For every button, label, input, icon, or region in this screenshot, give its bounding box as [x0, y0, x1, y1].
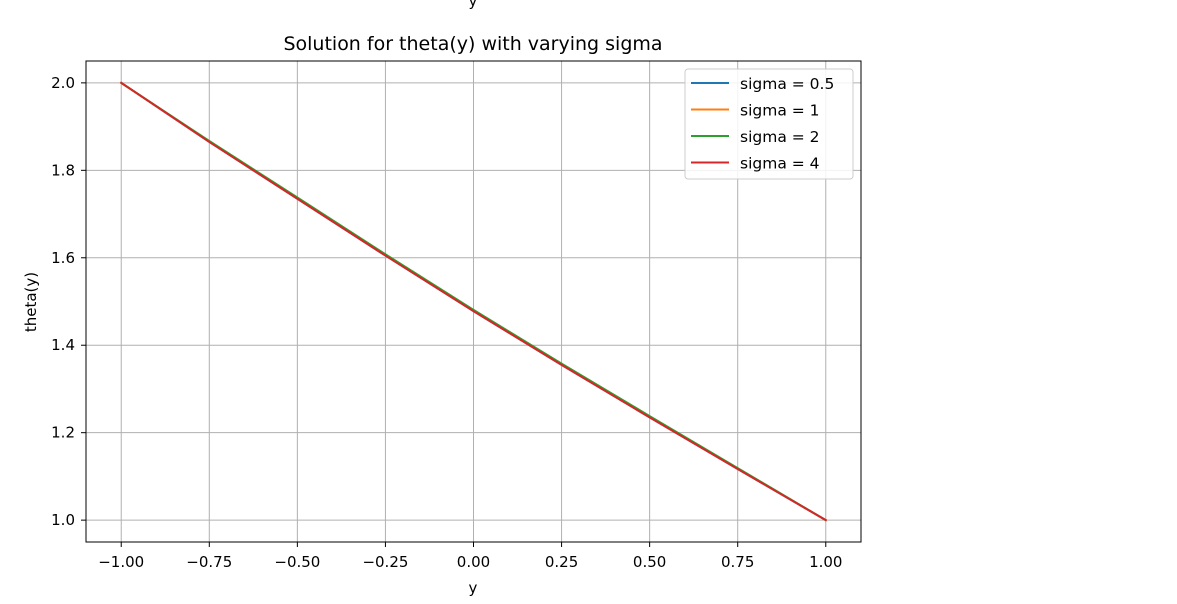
y-axis-label: theta(y) — [22, 272, 40, 332]
x-tick-label: −0.75 — [186, 553, 232, 571]
top-fragment-label: y — [469, 0, 478, 10]
x-axis-label: y — [469, 579, 478, 597]
series-line-4 — [119, 81, 828, 522]
x-tick-label: −1.00 — [98, 553, 144, 571]
legend-label-3: sigma = 2 — [740, 128, 820, 146]
x-tick-label: 0.25 — [545, 553, 578, 571]
x-tick-label: 1.00 — [809, 553, 842, 571]
y-tick-label: 1.2 — [51, 424, 75, 442]
series-lines — [119, 81, 828, 522]
legend-label-2: sigma = 1 — [740, 102, 820, 120]
y-tick-label: 2.0 — [51, 74, 75, 92]
x-tick-label: −0.50 — [274, 553, 320, 571]
axis-ticks: −1.00 −0.75 −0.50 −0.25 0.00 0.25 0.50 0.75 1.00… — [51, 74, 842, 571]
x-tick-label: 0.75 — [721, 553, 754, 571]
y-tick-label: 1.6 — [51, 249, 75, 267]
x-tick-label: −0.25 — [362, 553, 408, 571]
y-tick-label: 1.4 — [51, 336, 75, 354]
y-tick-label: 1.8 — [51, 161, 75, 179]
x-tick-label: 0.50 — [633, 553, 666, 571]
legend-label-4: sigma = 4 — [740, 155, 820, 173]
legend-box — [684, 68, 854, 180]
legend-label-1: sigma = 0.5 — [740, 75, 834, 93]
legend: sigma = 0.5 sigma = 1 sigma = 2 sigma = 4 — [684, 68, 854, 180]
chart-title: Solution for theta(y) with varying sigma — [283, 33, 662, 55]
y-tick-label: 1.0 — [51, 511, 75, 529]
x-tick-label: 0.00 — [457, 553, 490, 571]
